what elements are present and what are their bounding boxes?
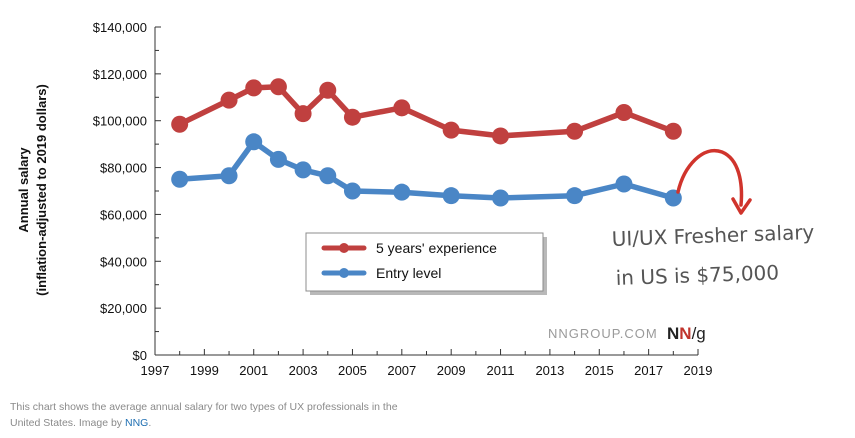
x-tick-label: 2003 [289,363,318,378]
y-axis-label-line1: Annual salary [16,147,31,233]
caption-end: . [148,417,152,429]
data-point-entry [566,187,584,205]
y-axis-label-line2: (inflation-adjusted to 2019 dollars) [34,84,49,296]
y-tick-label: $60,000 [100,207,147,222]
salary-chart: Annual salary (inflation-adjusted to 201… [16,20,815,378]
y-tick-label: $20,000 [100,301,147,316]
y-tick-label: $140,000 [93,20,147,35]
data-point-entry [393,183,411,201]
x-tick-label: 2015 [585,363,614,378]
data-point-5yr [664,122,682,140]
data-point-5yr [220,91,238,109]
series-5yr [171,78,682,145]
x-tick-label: 2007 [387,363,416,378]
nng-watermark: NNGROUP.COM NN/g [548,324,706,343]
x-tick-label: 2017 [634,363,663,378]
annotation-line2: in US is $75,000 [615,260,779,290]
annotation: UI/UX Fresher salary in US is $75,000 [611,148,815,290]
logo-n2: N [679,324,691,343]
legend-label-entry: Entry level [376,265,441,281]
y-tick-label: $80,000 [100,161,147,176]
x-tick-label: 2019 [684,363,713,378]
annotation-curved-arrow [676,148,744,207]
data-point-entry [615,175,633,193]
x-tick-label: 2011 [487,363,515,378]
data-point-5yr [294,105,312,123]
logo-n1: N [667,324,679,343]
data-point-entry [343,182,361,200]
x-tick-label: 2005 [338,363,367,378]
data-point-5yr [492,127,510,145]
x-tick-label: 2009 [437,363,466,378]
data-point-5yr [245,79,263,97]
x-tick-label: 2001 [239,363,268,378]
y-axis-label: Annual salary (inflation-adjusted to 201… [16,84,49,296]
y-tick-label: $0 [133,348,147,363]
data-point-5yr [442,121,460,139]
legend-box [305,232,544,292]
caption-text: This chart shows the average annual sala… [10,401,398,429]
logo-g: /g [692,324,706,343]
data-point-5yr [615,104,633,122]
data-point-entry [319,167,337,185]
data-point-5yr [566,122,584,140]
x-tick-label: 1999 [190,363,219,378]
data-point-entry [220,167,238,185]
data-point-5yr [319,81,337,99]
data-point-entry [492,189,510,207]
series-layer [171,78,682,207]
legend-marker-entry [339,268,349,278]
data-point-5yr [269,78,287,96]
x-tick-label: 2013 [535,363,564,378]
annotation-line1: UI/UX Fresher salary [611,220,815,251]
caption-link-nng[interactable]: NNG [124,417,149,429]
data-point-entry [269,150,287,168]
image-caption: This chart shows the average annual sala… [10,399,410,431]
data-point-5yr [171,115,189,133]
legend-marker-5yr [339,243,349,253]
x-tick-label: 1997 [141,363,170,378]
watermark-text: NNGROUP.COM [548,326,658,341]
series-entry [171,133,682,207]
x-tick-labels: 1997 1999 2001 2003 2005 2007 2009 2011 2013 2015… [141,363,713,378]
legend: 5 years' experience Entry level [305,232,547,295]
data-point-entry [664,189,682,207]
y-tick-label: $120,000 [93,67,147,82]
data-point-entry [442,187,460,205]
legend-label-5yr: 5 years' experience [376,240,497,256]
data-point-entry [245,133,263,151]
data-point-entry [294,161,312,179]
data-point-5yr [393,99,411,117]
y-tick-labels: $0 $20,000 $40,000 $60,000 $80,000 $100,000 $1… [93,20,147,363]
y-tick-label: $100,000 [93,114,147,129]
nng-logo: NN/g [667,324,706,343]
y-tick-label: $40,000 [100,254,147,269]
annotation-arrowhead [731,197,752,215]
axes [154,26,699,356]
data-point-5yr [343,108,361,126]
data-point-entry [171,170,189,188]
